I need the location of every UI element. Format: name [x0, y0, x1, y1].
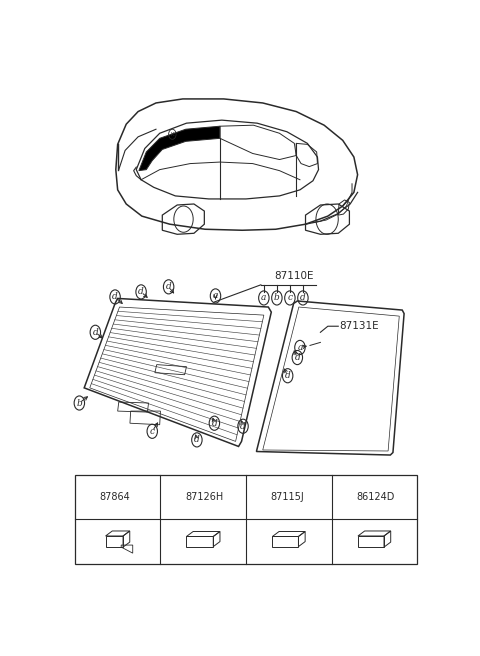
Text: a: a: [297, 343, 302, 352]
Text: 87126H: 87126H: [185, 493, 224, 502]
Text: d: d: [166, 282, 171, 291]
Text: d: d: [112, 293, 118, 301]
Text: d: d: [194, 436, 200, 444]
Text: d: d: [285, 371, 290, 380]
Text: d: d: [342, 493, 348, 502]
Text: c: c: [257, 493, 262, 502]
Text: K: K: [170, 132, 174, 137]
Text: 87110E: 87110E: [275, 271, 314, 281]
Text: a: a: [261, 293, 266, 302]
Text: d: d: [93, 328, 98, 337]
Text: d: d: [300, 293, 306, 302]
Text: 87864: 87864: [100, 493, 131, 502]
Text: b: b: [76, 398, 82, 407]
Text: d: d: [138, 287, 144, 297]
Text: 86124D: 86124D: [357, 493, 395, 502]
Text: 87131E: 87131E: [339, 321, 379, 331]
Polygon shape: [139, 126, 220, 171]
Text: 87115J: 87115J: [271, 493, 305, 502]
Text: d: d: [240, 422, 246, 431]
Text: b: b: [274, 293, 280, 302]
Text: a: a: [213, 291, 218, 300]
Text: a: a: [86, 493, 91, 502]
Text: c: c: [150, 427, 155, 436]
Text: c: c: [288, 293, 292, 302]
Text: d: d: [294, 353, 300, 362]
Text: b: b: [171, 493, 177, 502]
FancyBboxPatch shape: [75, 475, 417, 564]
Text: d: d: [212, 419, 217, 428]
